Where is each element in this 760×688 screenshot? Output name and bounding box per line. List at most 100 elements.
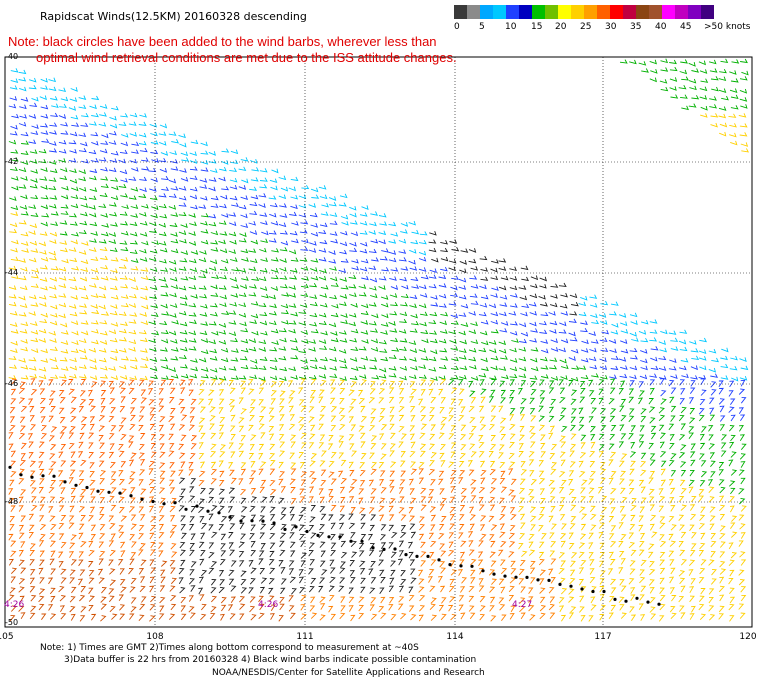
wind-barb bbox=[90, 131, 99, 137]
wind-barb bbox=[60, 514, 67, 522]
wind-barb bbox=[699, 337, 708, 343]
flag-circle bbox=[415, 554, 419, 559]
wind-barb bbox=[498, 444, 505, 451]
wind-barb bbox=[379, 367, 387, 373]
wind-barb bbox=[269, 303, 277, 309]
wind-barb bbox=[328, 443, 334, 450]
wind-barb bbox=[178, 266, 187, 271]
wind-barb bbox=[480, 357, 488, 363]
wind-barb bbox=[51, 364, 59, 370]
wind-barb bbox=[578, 551, 585, 559]
wind-barb bbox=[580, 434, 587, 442]
wind-barb bbox=[618, 313, 627, 318]
wind-barb bbox=[280, 284, 288, 289]
wind-barb bbox=[691, 532, 697, 539]
wind-barb bbox=[699, 480, 706, 487]
wind-barb bbox=[618, 441, 625, 448]
wind-barb bbox=[709, 68, 718, 73]
wind-barb bbox=[550, 577, 556, 584]
wind-barb bbox=[729, 441, 735, 449]
wind-barb bbox=[150, 213, 158, 219]
wind-barb bbox=[378, 397, 385, 404]
wind-barb bbox=[180, 250, 189, 256]
wind-barb bbox=[469, 612, 476, 620]
wind-barb bbox=[660, 398, 667, 405]
wind-barb bbox=[348, 274, 357, 280]
wind-barb bbox=[119, 479, 125, 486]
wind-barb bbox=[220, 357, 229, 363]
wind-barb bbox=[320, 550, 326, 558]
wind-barb bbox=[100, 255, 108, 261]
wind-barb bbox=[190, 398, 197, 406]
wind-barb bbox=[710, 551, 716, 558]
wind-barb bbox=[669, 77, 678, 82]
wind-barb bbox=[731, 515, 738, 522]
wind-barb bbox=[230, 451, 236, 459]
wind-barb bbox=[409, 515, 416, 522]
wind-barb bbox=[629, 388, 635, 396]
wind-barb bbox=[620, 415, 627, 422]
wind-barb bbox=[541, 348, 549, 354]
wind-barb bbox=[548, 387, 555, 394]
wind-barb bbox=[139, 543, 146, 550]
wind-barb bbox=[270, 220, 279, 226]
wind-barb bbox=[30, 329, 39, 335]
wind-barb bbox=[39, 388, 46, 395]
wind-barb bbox=[689, 595, 695, 603]
wind-barb bbox=[10, 567, 18, 575]
wind-barb bbox=[479, 303, 488, 308]
wind-barb bbox=[79, 495, 85, 503]
wind-barb bbox=[329, 212, 338, 218]
wind-barb bbox=[400, 570, 406, 577]
wind-barb bbox=[540, 311, 549, 317]
wind-barb bbox=[370, 468, 377, 476]
wind-barb bbox=[269, 479, 276, 487]
wind-barb bbox=[128, 441, 134, 448]
wind-barb bbox=[280, 186, 289, 192]
wind-barb bbox=[9, 311, 18, 316]
wind-barb bbox=[370, 435, 378, 442]
wind-barb bbox=[569, 450, 575, 457]
wind-barb bbox=[29, 149, 38, 154]
wind-barb bbox=[430, 614, 438, 621]
wind-barb bbox=[259, 184, 268, 189]
wind-barb bbox=[198, 398, 205, 405]
wind-barb bbox=[559, 504, 565, 512]
wind-barb bbox=[608, 568, 614, 575]
wind-barb bbox=[179, 452, 186, 459]
wind-barb bbox=[388, 505, 394, 513]
wind-barb bbox=[129, 249, 138, 254]
wind-barb bbox=[80, 122, 89, 127]
wind-barb bbox=[249, 415, 255, 422]
wind-barb bbox=[738, 569, 745, 576]
wind-barb bbox=[258, 595, 264, 603]
wind-barb bbox=[208, 567, 215, 575]
wind-barb bbox=[310, 389, 317, 397]
wind-barb bbox=[10, 550, 17, 558]
wind-barb bbox=[419, 523, 426, 531]
wind-barb bbox=[390, 560, 397, 567]
wind-barb bbox=[140, 576, 146, 584]
wind-barb bbox=[129, 158, 138, 164]
wind-barb bbox=[438, 338, 447, 344]
wind-barb bbox=[310, 187, 319, 193]
wind-barb bbox=[48, 250, 56, 256]
wind-barb bbox=[589, 576, 596, 584]
wind-barb bbox=[608, 459, 614, 466]
wind-barb bbox=[409, 559, 416, 566]
wind-barb bbox=[39, 550, 45, 558]
wind-barb bbox=[210, 203, 219, 208]
wind-barb bbox=[448, 550, 455, 557]
wind-barb bbox=[158, 405, 165, 412]
wind-barb bbox=[360, 577, 366, 585]
wind-barb bbox=[370, 461, 378, 469]
wind-barb bbox=[168, 367, 176, 373]
wind-barb bbox=[230, 357, 239, 362]
wind-barb bbox=[669, 606, 676, 613]
wind-barb bbox=[279, 603, 285, 611]
wind-barb bbox=[499, 380, 506, 387]
wind-barb bbox=[640, 348, 648, 354]
wind-barb bbox=[100, 176, 109, 181]
wind-barb bbox=[400, 531, 407, 539]
wind-barb bbox=[279, 376, 287, 382]
